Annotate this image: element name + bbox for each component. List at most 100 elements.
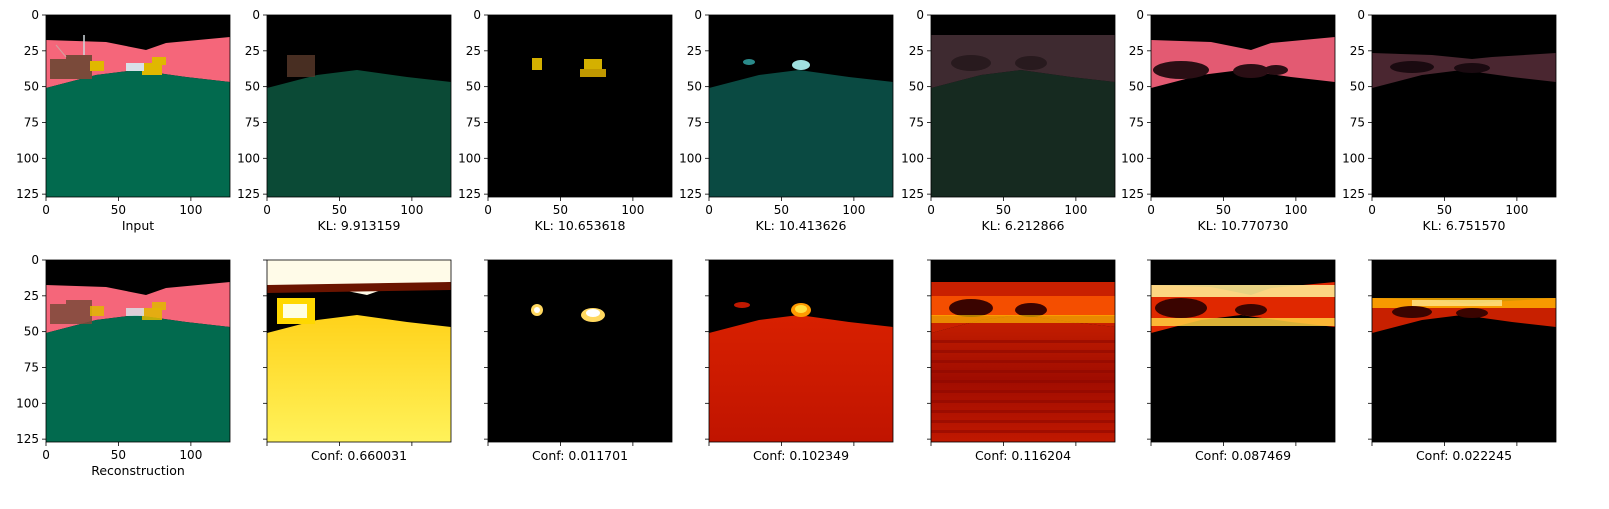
object-shadow <box>951 55 991 71</box>
panel-label: KL: 10.413626 <box>756 218 847 233</box>
y-tick-label: 50 <box>245 80 260 94</box>
ground-region <box>46 315 230 442</box>
bottom-panel-0: 0 50 100 0 25 50 75 100 125 Reconstruction <box>16 253 231 478</box>
panel-image <box>488 15 672 197</box>
top-panel-6: 0 50 100 0 25 50 75 100 125 KL: 6.751570 <box>1342 8 1557 233</box>
y-tick-label: 125 <box>237 187 260 201</box>
conf-object-region <box>283 304 307 318</box>
conf-object-shadow <box>1456 308 1488 318</box>
yellow-object <box>152 302 166 310</box>
y-tick-label: 125 <box>901 187 924 201</box>
y-tick-label: 50 <box>687 80 702 94</box>
panel-image <box>1151 15 1335 197</box>
y-tick-label: 100 <box>1342 151 1365 165</box>
conf-stripe <box>931 350 1115 353</box>
top-panel-5: 0 50 100 0 25 50 75 100 125 KL: 10.770730 <box>1121 8 1336 233</box>
y-tick-label: 75 <box>24 360 39 374</box>
conf-stripe <box>931 410 1115 413</box>
panel-image <box>931 260 1115 442</box>
panel-image <box>488 260 672 442</box>
panel-frame <box>266 14 452 198</box>
conf-horizon-highlight <box>1412 300 1502 306</box>
y-tick-label: 0 <box>31 8 39 22</box>
yellow-object-slot <box>532 58 542 70</box>
panel-label: KL: 10.653618 <box>535 218 626 233</box>
top-panel-4: 0 50 100 0 25 50 75 100 125 KL: 6.212866 <box>901 8 1116 233</box>
x-tick-label: 50 <box>332 203 347 217</box>
panel-frame <box>1371 259 1557 443</box>
yellow-object <box>90 61 104 71</box>
yellow-object-slot <box>584 59 602 69</box>
top-panel-3: 0 50 100 0 25 50 75 100 125 KL: 10.413626 <box>679 8 894 233</box>
panel-frame <box>487 14 673 198</box>
brown-object <box>66 300 92 324</box>
top-panel-1: 0 50 100 0 25 50 75 100 125 KL: 9.913159 <box>237 8 452 233</box>
y-tick-label: 0 <box>1357 8 1365 22</box>
x-tick-label: 0 <box>1368 203 1376 217</box>
conf-stripe <box>931 380 1115 383</box>
y-tick-label: 125 <box>1342 187 1365 201</box>
y-tick-label: 0 <box>694 8 702 22</box>
yellow-object <box>90 306 104 316</box>
y-tick-label: 125 <box>458 187 481 201</box>
conf-top-band <box>1151 285 1335 297</box>
yellow-object <box>152 57 166 65</box>
background <box>488 260 672 442</box>
x-tick-label: 50 <box>996 203 1011 217</box>
x-tick-label: 100 <box>842 203 865 217</box>
x-tick-label: 0 <box>705 203 713 217</box>
x-tick-label: 100 <box>1505 203 1528 217</box>
background <box>488 15 672 197</box>
y-tick-label: 0 <box>1136 8 1144 22</box>
panel-label: KL: 6.751570 <box>1423 218 1506 233</box>
x-tick-label: 50 <box>111 448 126 462</box>
y-tick-label: 25 <box>687 44 702 58</box>
panel-label: KL: 6.212866 <box>982 218 1065 233</box>
object-shadow <box>1390 61 1434 73</box>
bottom-panel-5: Conf: 0.087469 <box>1147 259 1336 463</box>
ground-region <box>46 70 230 197</box>
panel-frame <box>1150 14 1336 198</box>
y-tick-label: 75 <box>24 115 39 129</box>
y-tick-label: 100 <box>237 151 260 165</box>
background <box>1372 15 1556 197</box>
y-tick-label: 25 <box>245 44 260 58</box>
panel-image <box>1372 15 1556 197</box>
panel-label: KL: 9.913159 <box>318 218 401 233</box>
object-shadow <box>1015 56 1047 70</box>
panel-label: KL: 10.770730 <box>1198 218 1289 233</box>
conf-stripe <box>931 430 1115 433</box>
white-car <box>126 63 144 71</box>
y-tick-label: 75 <box>687 115 702 129</box>
y-tick-label: 25 <box>24 289 39 303</box>
cyan-object-slot <box>792 60 810 70</box>
brown-object-slot <box>287 55 315 77</box>
y-tick-label: 125 <box>16 187 39 201</box>
panel-label: Input <box>122 218 154 233</box>
conf-object-region <box>534 307 540 313</box>
bottom-panel-2: Conf: 0.011701 <box>484 259 673 463</box>
x-tick-label: 0 <box>263 203 271 217</box>
panel-image <box>267 260 451 442</box>
panel-label: Conf: 0.022245 <box>1416 448 1512 463</box>
panel-image <box>709 15 893 197</box>
conf-bottom-band <box>1151 318 1335 326</box>
conf-object-shadow <box>1015 303 1047 317</box>
y-tick-label: 0 <box>473 8 481 22</box>
panel-label: Conf: 0.116204 <box>975 448 1071 463</box>
ground-slot <box>709 70 893 197</box>
panel-frame <box>487 259 673 443</box>
x-tick-label: 50 <box>1437 203 1452 217</box>
conf-object-shadow <box>1392 306 1432 318</box>
y-tick-label: 100 <box>1121 151 1144 165</box>
x-tick-label: 0 <box>1147 203 1155 217</box>
x-tick-label: 100 <box>1284 203 1307 217</box>
y-tick-label: 100 <box>901 151 924 165</box>
x-tick-label: 50 <box>774 203 789 217</box>
panel-frame <box>266 259 452 443</box>
conf-object-shadow <box>949 299 993 317</box>
yellow-object <box>142 308 162 320</box>
y-tick-label: 25 <box>1129 44 1144 58</box>
y-tick-label: 100 <box>16 151 39 165</box>
y-tick-label: 100 <box>679 151 702 165</box>
